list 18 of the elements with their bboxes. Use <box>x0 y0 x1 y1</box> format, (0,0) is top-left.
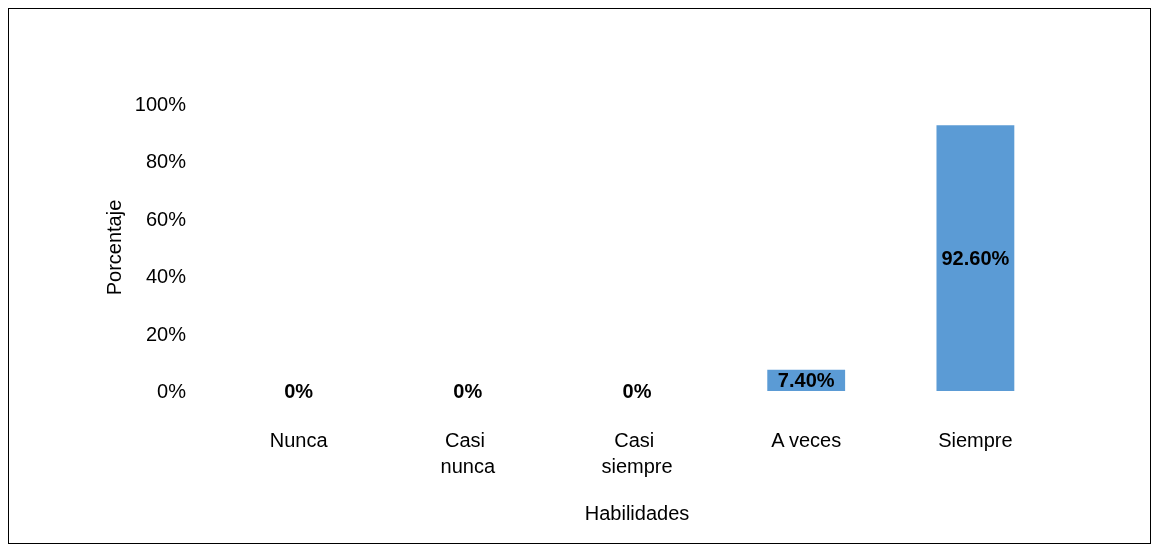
y-tick-label: 20% <box>145 322 187 345</box>
x-axis-title: Habilidades <box>584 502 690 524</box>
data-label: 92.60% <box>941 247 1010 270</box>
x-tick-label: Nunca <box>269 429 329 451</box>
data-label: 0% <box>622 380 652 402</box>
x-tick-label: A veces <box>771 429 842 451</box>
data-label: 0% <box>284 380 314 402</box>
data-label: 7.40% <box>777 369 835 392</box>
y-tick-label: 60% <box>145 207 187 230</box>
x-tick-label: Casi nunca <box>440 429 496 477</box>
x-tick-label: Siempre <box>938 429 1013 451</box>
y-tick-label: 40% <box>145 265 187 288</box>
y-tick-label: 80% <box>145 150 187 173</box>
data-label: 0% <box>453 380 483 402</box>
x-tick-label: Casi siempre <box>601 429 673 477</box>
y-axis-title: Porcentaje <box>102 199 125 296</box>
y-tick-label: 100% <box>134 93 187 115</box>
y-tick-label: 0% <box>157 380 187 402</box>
